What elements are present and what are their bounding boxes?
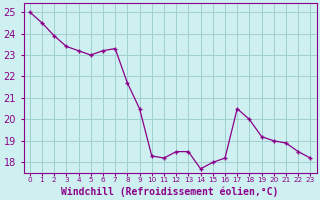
X-axis label: Windchill (Refroidissement éolien,°C): Windchill (Refroidissement éolien,°C)	[61, 186, 279, 197]
